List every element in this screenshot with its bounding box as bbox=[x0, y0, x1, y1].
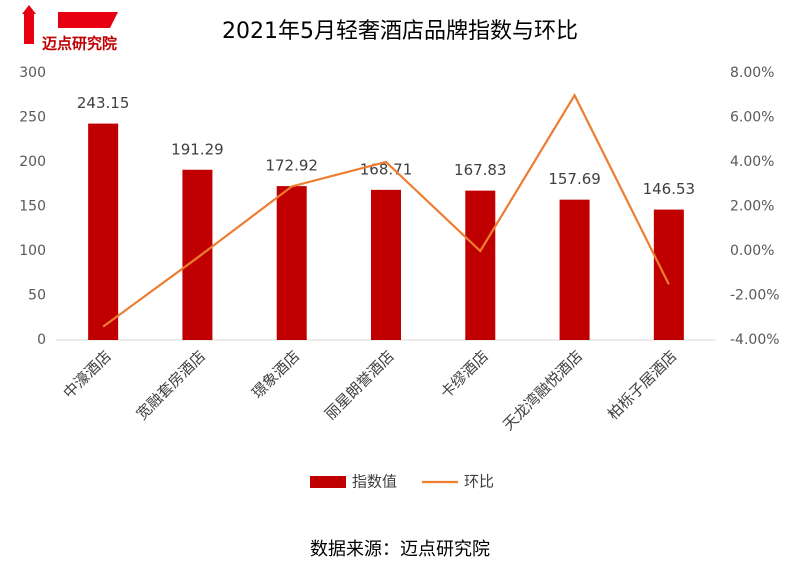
logo-banner bbox=[58, 12, 118, 28]
logo-tower bbox=[24, 14, 34, 44]
y-tick-label: 50 bbox=[28, 288, 46, 304]
y2-tick-label: 2.00% bbox=[730, 199, 774, 215]
bar bbox=[88, 123, 119, 340]
y2-tick-label: 4.00% bbox=[730, 154, 774, 170]
x-tick-label: 宽融套房酒店 bbox=[133, 347, 209, 423]
bar bbox=[371, 189, 401, 340]
bar bbox=[182, 169, 213, 340]
data-label: 157.69 bbox=[548, 170, 601, 188]
bar bbox=[276, 186, 307, 340]
x-tick-label: 丽星朗誉酒店 bbox=[321, 347, 397, 423]
data-label: 172.92 bbox=[265, 157, 318, 175]
legend-swatch bbox=[310, 476, 346, 488]
bar bbox=[653, 209, 684, 340]
bar bbox=[559, 199, 590, 340]
y-tick-label: 300 bbox=[19, 65, 46, 81]
data-label: 146.53 bbox=[643, 180, 696, 198]
y-tick-label: 250 bbox=[19, 110, 46, 126]
x-tick-label: 璟象酒店 bbox=[248, 347, 303, 402]
x-tick-label: 中濠酒店 bbox=[60, 347, 115, 402]
x-tick-label: 天龙湾融悦酒店 bbox=[499, 347, 586, 434]
logo: 迈点研究院 bbox=[22, 5, 118, 53]
bar bbox=[465, 190, 496, 340]
data-label: 167.83 bbox=[454, 161, 507, 179]
legend-label: 环比 bbox=[464, 473, 494, 491]
y-tick-label: 150 bbox=[19, 199, 46, 215]
source-note: 数据来源：迈点研究院 bbox=[310, 539, 490, 560]
x-tick-label: 柏栎子居酒店 bbox=[604, 347, 680, 423]
data-label: 243.15 bbox=[77, 94, 130, 112]
data-label: 191.29 bbox=[171, 140, 224, 158]
y2-tick-label: 0.00% bbox=[730, 243, 774, 259]
y-tick-label: 0 bbox=[37, 332, 46, 348]
chart-title: 2021年5月轻奢酒店品牌指数与环比 bbox=[222, 19, 578, 44]
logo-roof bbox=[22, 5, 36, 14]
y2-tick-label: 8.00% bbox=[730, 65, 774, 81]
logo-text: 迈点研究院 bbox=[42, 35, 117, 53]
y2-tick-label: -2.00% bbox=[730, 288, 780, 304]
y2-tick-label: 6.00% bbox=[730, 110, 774, 126]
legend-label: 指数值 bbox=[352, 473, 397, 491]
line bbox=[102, 92, 670, 328]
y-tick-label: 200 bbox=[19, 154, 46, 170]
x-tick-label: 卡缪酒店 bbox=[437, 347, 492, 402]
y-tick-label: 100 bbox=[19, 243, 46, 259]
y2-tick-label: -4.00% bbox=[730, 332, 780, 348]
